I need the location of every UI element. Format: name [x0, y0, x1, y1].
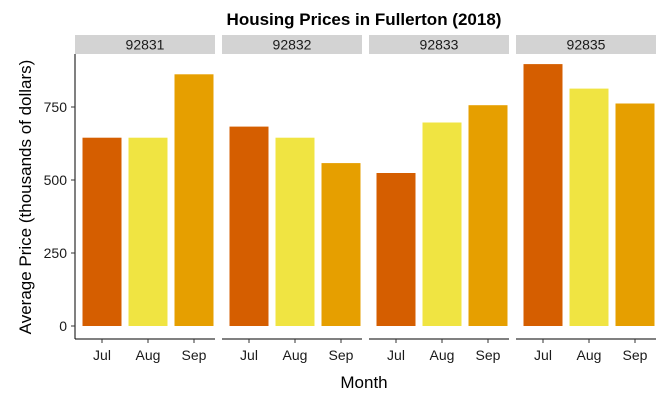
- facet-strip: [516, 35, 656, 54]
- y-tick-label: 500: [44, 172, 68, 188]
- x-tick-label: Sep: [623, 347, 648, 363]
- x-tick-label: Jul: [93, 347, 111, 363]
- bar-92835-aug: [569, 88, 609, 326]
- chart-title: Housing Prices in Fullerton (2018): [227, 10, 502, 29]
- x-tick-label: Jul: [387, 347, 405, 363]
- x-tick-label: Aug: [136, 347, 161, 363]
- bar-92832-jul: [229, 126, 269, 326]
- facet-panels: 92831 Jul Aug Sep 92832 Jul Aug Sep 92833 Jul Aug S…: [75, 35, 656, 363]
- bar-92831-sep: [174, 74, 214, 326]
- x-tick-label: Sep: [182, 347, 207, 363]
- x-tick-label: Aug: [577, 347, 602, 363]
- y-tick-label: 250: [44, 245, 68, 261]
- facet-strip-label: 92831: [126, 37, 165, 53]
- y-axis: 0 250 500 750: [44, 54, 76, 339]
- facet-strip: [222, 35, 362, 54]
- facet-panel-92832: 92832 Jul Aug Sep: [222, 35, 362, 363]
- bar-92831-jul: [82, 137, 122, 326]
- facet-strip-label: 92832: [273, 37, 312, 53]
- y-axis-title: Average Price (thousands of dollars): [16, 60, 35, 335]
- bar-92831-aug: [128, 137, 168, 326]
- x-tick-label: Aug: [283, 347, 308, 363]
- x-tick-label: Sep: [476, 347, 501, 363]
- x-tick-label: Aug: [430, 347, 455, 363]
- bar-92832-aug: [275, 137, 315, 326]
- bar-92835-jul: [523, 64, 563, 326]
- bar-92832-sep: [321, 163, 361, 326]
- bar-92833-jul: [376, 173, 416, 326]
- x-axis-title: Month: [340, 373, 387, 392]
- facet-strip: [75, 35, 215, 54]
- bar-92833-sep: [468, 105, 508, 326]
- facet-panel-92833: 92833 Jul Aug Sep: [369, 35, 509, 363]
- x-tick-label: Sep: [329, 347, 354, 363]
- x-tick-label: Jul: [534, 347, 552, 363]
- facet-strip-label: 92835: [567, 37, 606, 53]
- facet-panel-92831: 92831 Jul Aug Sep: [75, 35, 215, 363]
- y-tick-label: 750: [44, 99, 68, 115]
- bar-92835-sep: [615, 103, 655, 326]
- facet-strip: [369, 35, 509, 54]
- y-tick-label: 0: [59, 318, 67, 334]
- facet-panel-92835: 92835 Jul Aug Sep: [516, 35, 656, 363]
- facet-strip-label: 92833: [420, 37, 459, 53]
- bar-92833-aug: [422, 122, 462, 326]
- x-tick-label: Jul: [240, 347, 258, 363]
